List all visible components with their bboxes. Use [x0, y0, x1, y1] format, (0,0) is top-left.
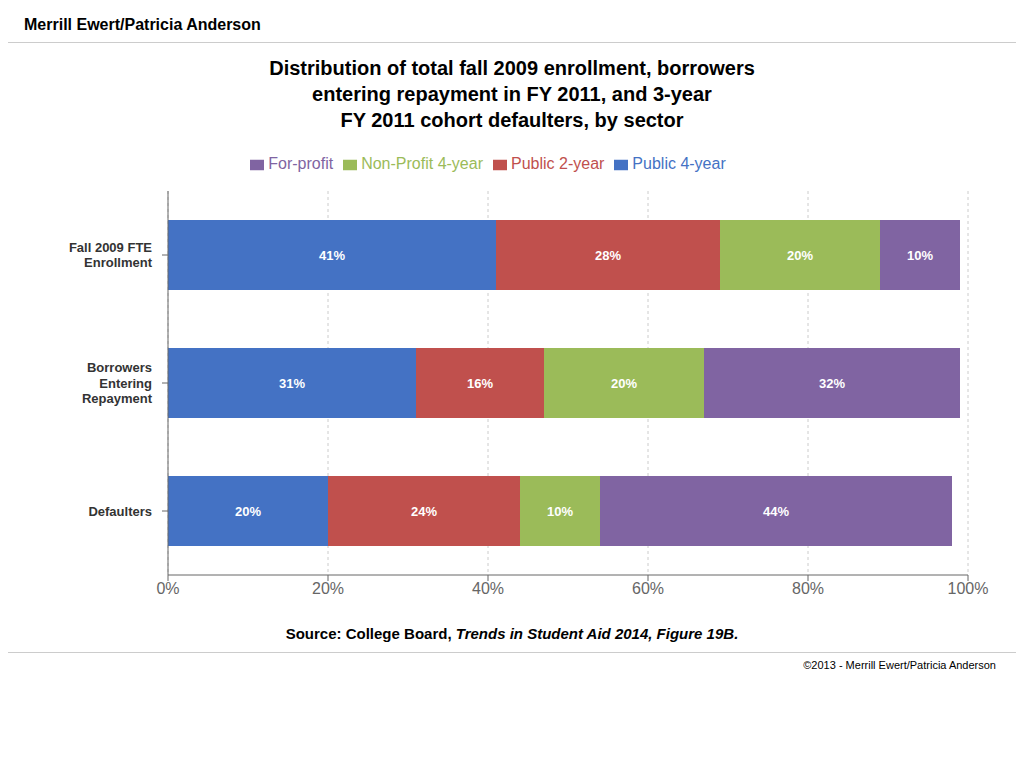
- svg-text:16%: 16%: [467, 376, 493, 391]
- svg-text:60%: 60%: [632, 580, 664, 597]
- svg-text:0%: 0%: [156, 580, 179, 597]
- svg-text:20%: 20%: [611, 376, 637, 391]
- svg-text:10%: 10%: [907, 248, 933, 263]
- svg-text:32%: 32%: [819, 376, 845, 391]
- html-text:Source: College Board, Trends: Source: College Board, Trends in Student…: [285, 625, 739, 642]
- svg-text:10%: 10%: [547, 504, 573, 519]
- html-text:For-profit: For-profit: [268, 155, 334, 172]
- svg-text:20%: 20%: [787, 248, 813, 263]
- svg-text:31%: 31%: [279, 376, 305, 391]
- html-text:Merrill Ewert/Patricia Anderso: Merrill Ewert/Patricia Anderson: [24, 16, 261, 33]
- html-text:Non-Profit 4-year: Non-Profit 4-year: [361, 155, 483, 172]
- svg-text:20%: 20%: [235, 504, 261, 519]
- html-text:Distribution of total fall 200: Distribution of total fall 2009 enrollme…: [269, 57, 755, 131]
- svg-text:BorrowersEnteringRepayment: BorrowersEnteringRepayment: [82, 360, 153, 406]
- svg-text:41%: 41%: [319, 248, 345, 263]
- svg-text:40%: 40%: [472, 580, 504, 597]
- svg-text:28%: 28%: [595, 248, 621, 263]
- svg-text:Defaulters: Defaulters: [88, 504, 152, 519]
- svg-text:20%: 20%: [312, 580, 344, 597]
- svg-text:44%: 44%: [763, 504, 789, 519]
- svg-text:Fall 2009 FTEEnrollment: Fall 2009 FTEEnrollment: [69, 240, 153, 271]
- html-text:Public 2-year: Public 2-year: [511, 155, 605, 172]
- html-text:©2013 - Merrill Ewert/Patricia: ©2013 - Merrill Ewert/Patricia Anderson: [803, 659, 996, 671]
- svg-text:100%: 100%: [948, 580, 989, 597]
- svg-text:80%: 80%: [792, 580, 824, 597]
- html-text:Public 4-year: Public 4-year: [632, 155, 726, 172]
- svg-text:24%: 24%: [411, 504, 437, 519]
